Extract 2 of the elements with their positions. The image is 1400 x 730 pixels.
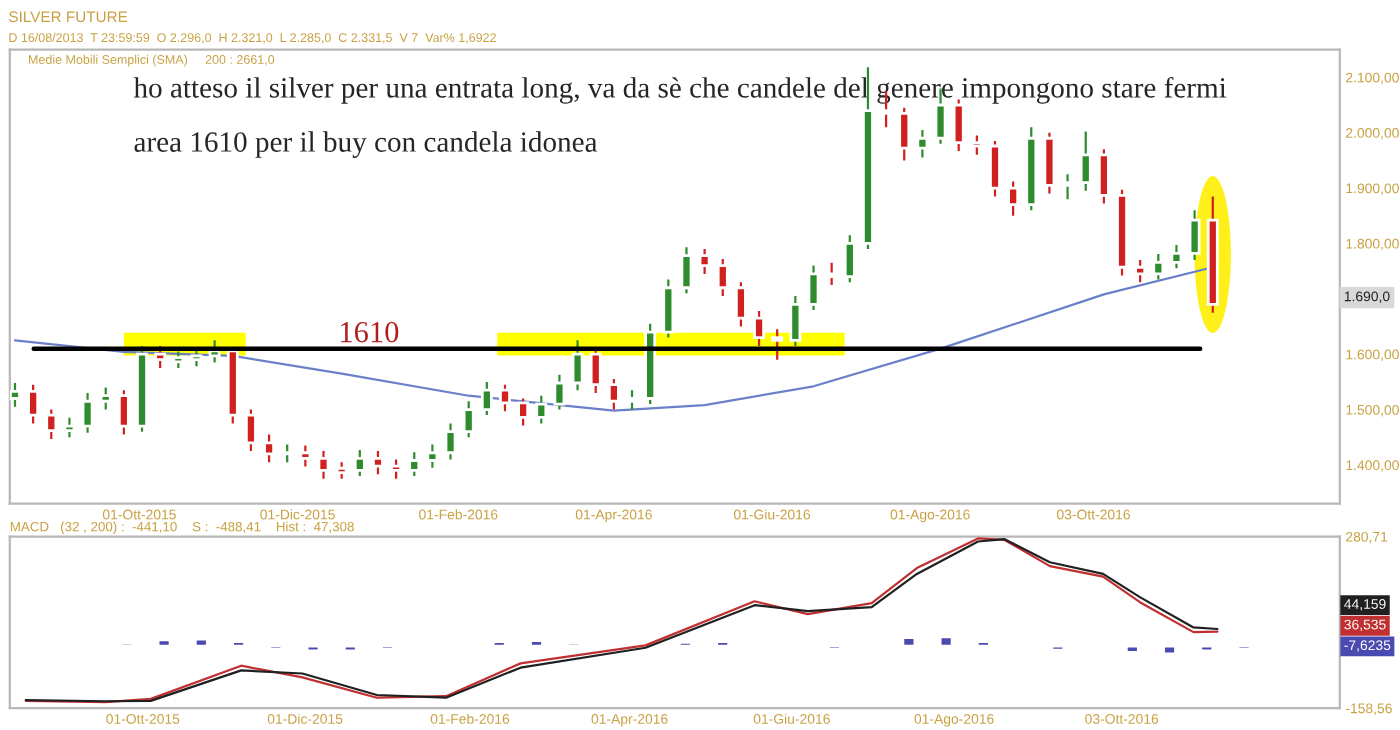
annotation: area 1610 per il buy con candela idonea bbox=[134, 131, 598, 158]
ref-line-label: 1610 bbox=[341, 321, 399, 343]
